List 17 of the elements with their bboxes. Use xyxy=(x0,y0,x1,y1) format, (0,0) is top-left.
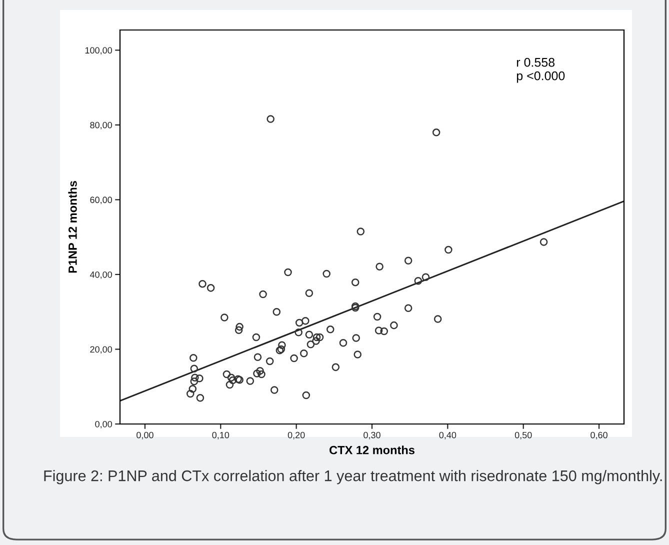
x-tick-label: 0,50 xyxy=(514,432,532,440)
y-tick-label: 20,00 xyxy=(90,346,112,354)
y-tick-label: 60,00 xyxy=(90,196,112,204)
annotation: r 0.558 p <0.000 xyxy=(516,58,565,83)
x-tick-label: 0,00 xyxy=(136,432,154,440)
y-axis-title: P1NP 12 months xyxy=(68,181,77,273)
x-tick-label: 0,10 xyxy=(212,432,230,440)
y-tick-label: 0,00 xyxy=(95,420,112,428)
y-tick-label: 40,00 xyxy=(90,271,112,279)
x-axis-title: CTX 12 months xyxy=(330,446,414,454)
x-tick-label: 0,40 xyxy=(439,432,456,440)
x-tick-label: 0,30 xyxy=(364,432,380,440)
y-tick-label: 80,00 xyxy=(90,122,112,130)
x-tick-label: 0,20 xyxy=(288,432,305,440)
caption: Figure 2: P1NP and CTx correlation after 1 year treatment with risedronate 150 mg/monthly. xyxy=(44,470,662,484)
y-tick-label: 100,00 xyxy=(85,47,112,55)
x-tick-label: 0,60 xyxy=(590,432,608,440)
